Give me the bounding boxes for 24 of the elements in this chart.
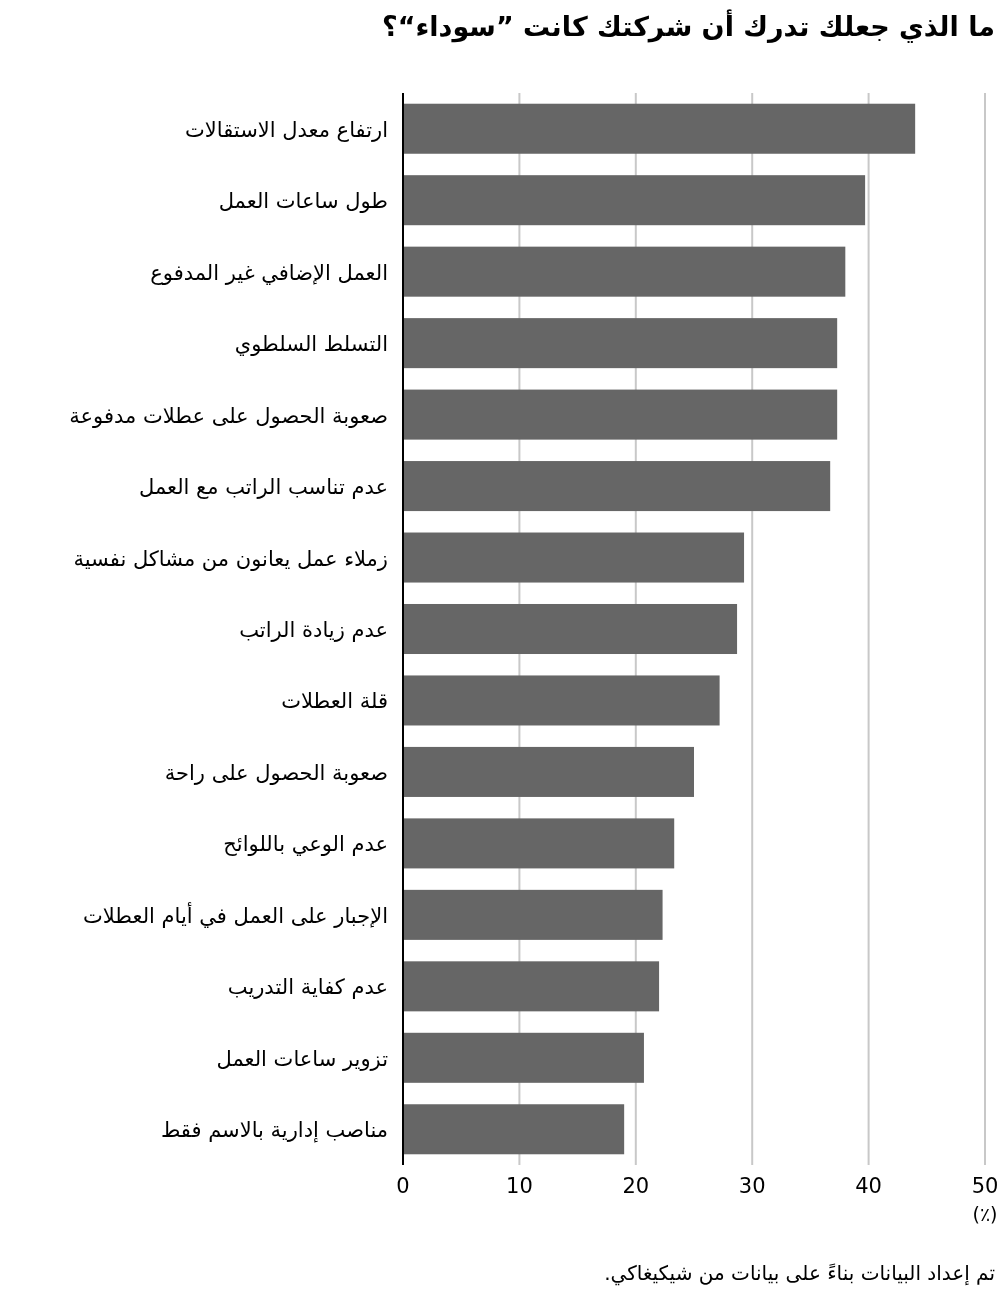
ylabel-cat: العمل الإضافي غير المدفوع (150, 260, 388, 285)
xtick: 10 (506, 1174, 533, 1198)
ylabel-cat: عدم كفاية التدريب (227, 975, 388, 1000)
ylabel-cat: قلة العطلات (281, 689, 388, 714)
ylabel-cat: ارتفاع معدل الاستقالات (185, 117, 388, 142)
xtick: 20 (622, 1174, 650, 1198)
xtick: 50 (971, 1174, 999, 1198)
ylabel-cat: عدم الوعي باللوائح (223, 832, 388, 857)
annotation: تم إعداد البيانات بناءً على بيانات من شيكيغاكي. (604, 1261, 995, 1285)
ylabel-cat: صعوبة الحصول على عطلات مدفوعة (69, 403, 388, 428)
xtick: 0 (396, 1174, 410, 1198)
ylabel-cat: صعوبة الحصول على راحة (164, 760, 388, 785)
ylabel-cat: عدم تناسب الراتب مع العمل (139, 475, 388, 500)
xtick: 40 (855, 1174, 882, 1198)
ylabel-cat: عدم زيادة الراتب (239, 618, 388, 642)
ylabel-cat: طول ساعات العمل (218, 189, 388, 214)
xlabel: (٪) (972, 1203, 998, 1225)
ylabel-cat: تزوير ساعات العمل (216, 1046, 388, 1071)
ylabel-cat: زملاء عمل يعانون من مشاكل نفسية (73, 546, 388, 571)
ylabel-cat: الإجبار على العمل في أيام العطلات (83, 903, 388, 928)
ylabel-cat: التسلط السلطوي (234, 332, 388, 357)
ylabel-cat: مناصب إدارية بالاسم فقط (160, 1118, 388, 1143)
title: ما الذي جعلك تدرك أن شركتك كانت ”سوداء“؟ (382, 11, 995, 42)
xtick: 30 (738, 1174, 766, 1198)
